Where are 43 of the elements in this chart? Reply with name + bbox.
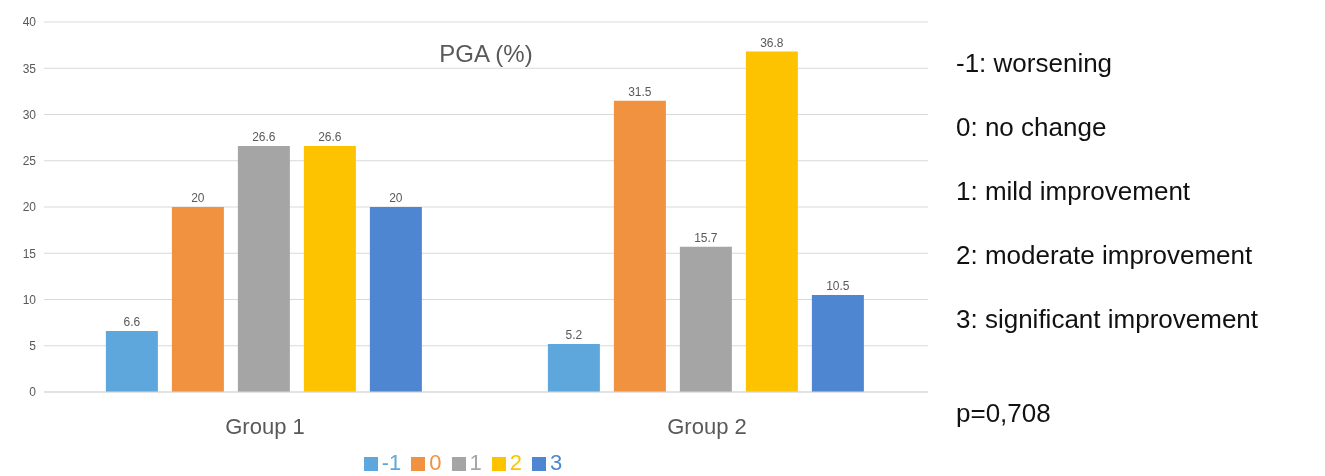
bar <box>811 294 864 392</box>
y-tick-label: 35 <box>22 61 37 76</box>
y-tick-label: 15 <box>22 246 37 261</box>
bar <box>369 207 422 392</box>
text: 1: mild improvement <box>956 176 1192 208</box>
bar <box>547 343 600 392</box>
bar <box>745 51 798 392</box>
y-tick-label: 20 <box>22 200 37 215</box>
text: 2: moderate improvement <box>956 240 1254 272</box>
x-tick-label: Group 2 <box>667 413 747 439</box>
data-label: 10.5 <box>826 278 850 293</box>
bar <box>303 145 356 392</box>
y-tick-label: 10 <box>22 292 37 307</box>
text: PGA (%) <box>439 40 533 67</box>
bar <box>613 100 666 392</box>
text: p=0,708 <box>956 398 1052 430</box>
data-label: 5.2 <box>565 327 583 342</box>
y-tick-label: 5 <box>29 339 37 354</box>
data-label: 36.8 <box>760 35 784 50</box>
legend-label: 1 <box>469 450 482 475</box>
x-tick-label: Group 1 <box>225 413 305 439</box>
data-label: 31.5 <box>628 84 652 99</box>
bar <box>171 207 224 392</box>
text: 3: significant improvement <box>956 304 1259 336</box>
y-tick-label: 25 <box>22 154 37 169</box>
data-label: 26.6 <box>318 129 342 144</box>
legend-label: 3 <box>550 450 563 475</box>
text: -1: worsening <box>956 48 1114 80</box>
y-tick-label: 0 <box>29 385 37 400</box>
legend-label: -1 <box>381 450 402 475</box>
data-label: 15.7 <box>694 230 718 245</box>
bar <box>237 145 290 392</box>
bar <box>105 330 158 392</box>
legend-label: 0 <box>429 450 442 475</box>
data-label: 26.6 <box>252 129 276 144</box>
y-tick-label: 40 <box>22 15 37 30</box>
text: 0: no change <box>956 112 1108 144</box>
y-tick-label: 30 <box>22 107 37 122</box>
data-label: 6.6 <box>123 314 141 329</box>
data-label: 20 <box>389 191 403 205</box>
bar <box>679 246 732 392</box>
legend-label: 2 <box>509 450 523 475</box>
data-label: 20 <box>191 191 205 205</box>
